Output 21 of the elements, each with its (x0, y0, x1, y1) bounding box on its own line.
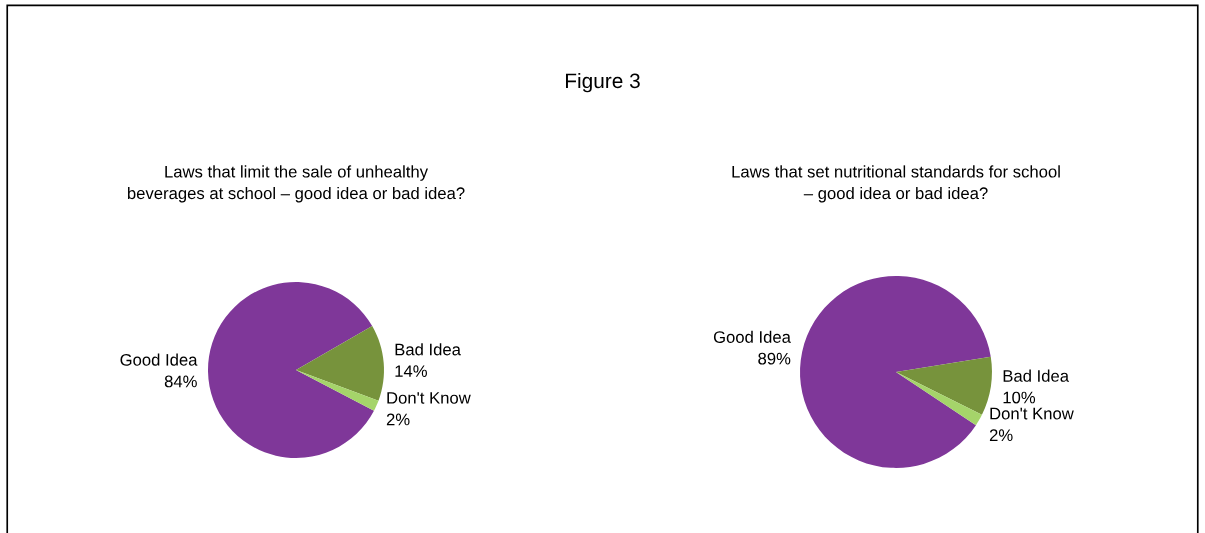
pie-slice (800, 276, 991, 468)
pie-slice (208, 282, 374, 458)
chart-title: Laws that limit the sale of unhealthy beverages at school – good idea or bad idea? (127, 165, 465, 203)
pie-slice (896, 356, 992, 415)
pie-slice (296, 326, 384, 401)
data-label: 14% (395, 365, 427, 377)
slice-label: Good Idea (713, 330, 791, 343)
pie-slice (296, 370, 379, 411)
data-label: 89% (758, 352, 791, 365)
data-label: 10% (1003, 391, 1036, 404)
data-label: 84% (164, 375, 197, 388)
data-label: 2% (989, 429, 1013, 442)
pie-slice (896, 372, 982, 426)
data-label: 2% (386, 413, 410, 426)
chart-title: Laws that set nutritional standards for school – good idea or bad idea? (732, 165, 1060, 203)
slice-label: Bad Idea (1003, 369, 1070, 382)
slice-label: Good Idea (120, 353, 198, 366)
slice-label: Don't Know (990, 407, 1074, 420)
slice-label: Bad Idea (395, 343, 461, 356)
caption: Figure 3 (566, 72, 640, 93)
slice-label: Don't Know (387, 392, 471, 404)
